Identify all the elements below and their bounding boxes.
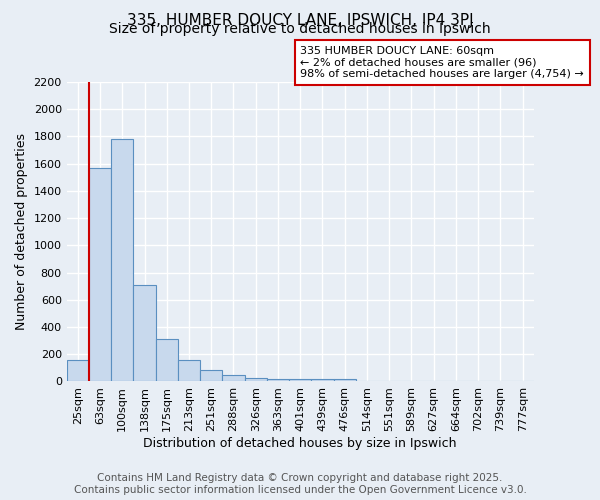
Bar bbox=[67, 360, 89, 382]
Bar bbox=[111, 139, 133, 382]
Bar bbox=[155, 338, 178, 382]
Bar bbox=[200, 370, 223, 382]
Text: 335 HUMBER DOUCY LANE: 60sqm
← 2% of detached houses are smaller (96)
98% of sem: 335 HUMBER DOUCY LANE: 60sqm ← 2% of det… bbox=[300, 46, 584, 79]
Bar bbox=[245, 378, 267, 382]
Bar bbox=[311, 380, 334, 382]
Bar bbox=[178, 360, 200, 382]
Bar bbox=[89, 168, 111, 382]
Text: Size of property relative to detached houses in Ipswich: Size of property relative to detached ho… bbox=[109, 22, 491, 36]
Bar bbox=[133, 285, 155, 382]
Y-axis label: Number of detached properties: Number of detached properties bbox=[15, 134, 28, 330]
Bar bbox=[289, 380, 311, 382]
Bar bbox=[267, 378, 289, 382]
Text: Contains HM Land Registry data © Crown copyright and database right 2025.
Contai: Contains HM Land Registry data © Crown c… bbox=[74, 474, 526, 495]
Bar bbox=[334, 380, 356, 382]
X-axis label: Distribution of detached houses by size in Ipswich: Distribution of detached houses by size … bbox=[143, 437, 457, 450]
Text: 335, HUMBER DOUCY LANE, IPSWICH, IP4 3PJ: 335, HUMBER DOUCY LANE, IPSWICH, IP4 3PJ bbox=[127, 12, 473, 28]
Bar bbox=[223, 374, 245, 382]
